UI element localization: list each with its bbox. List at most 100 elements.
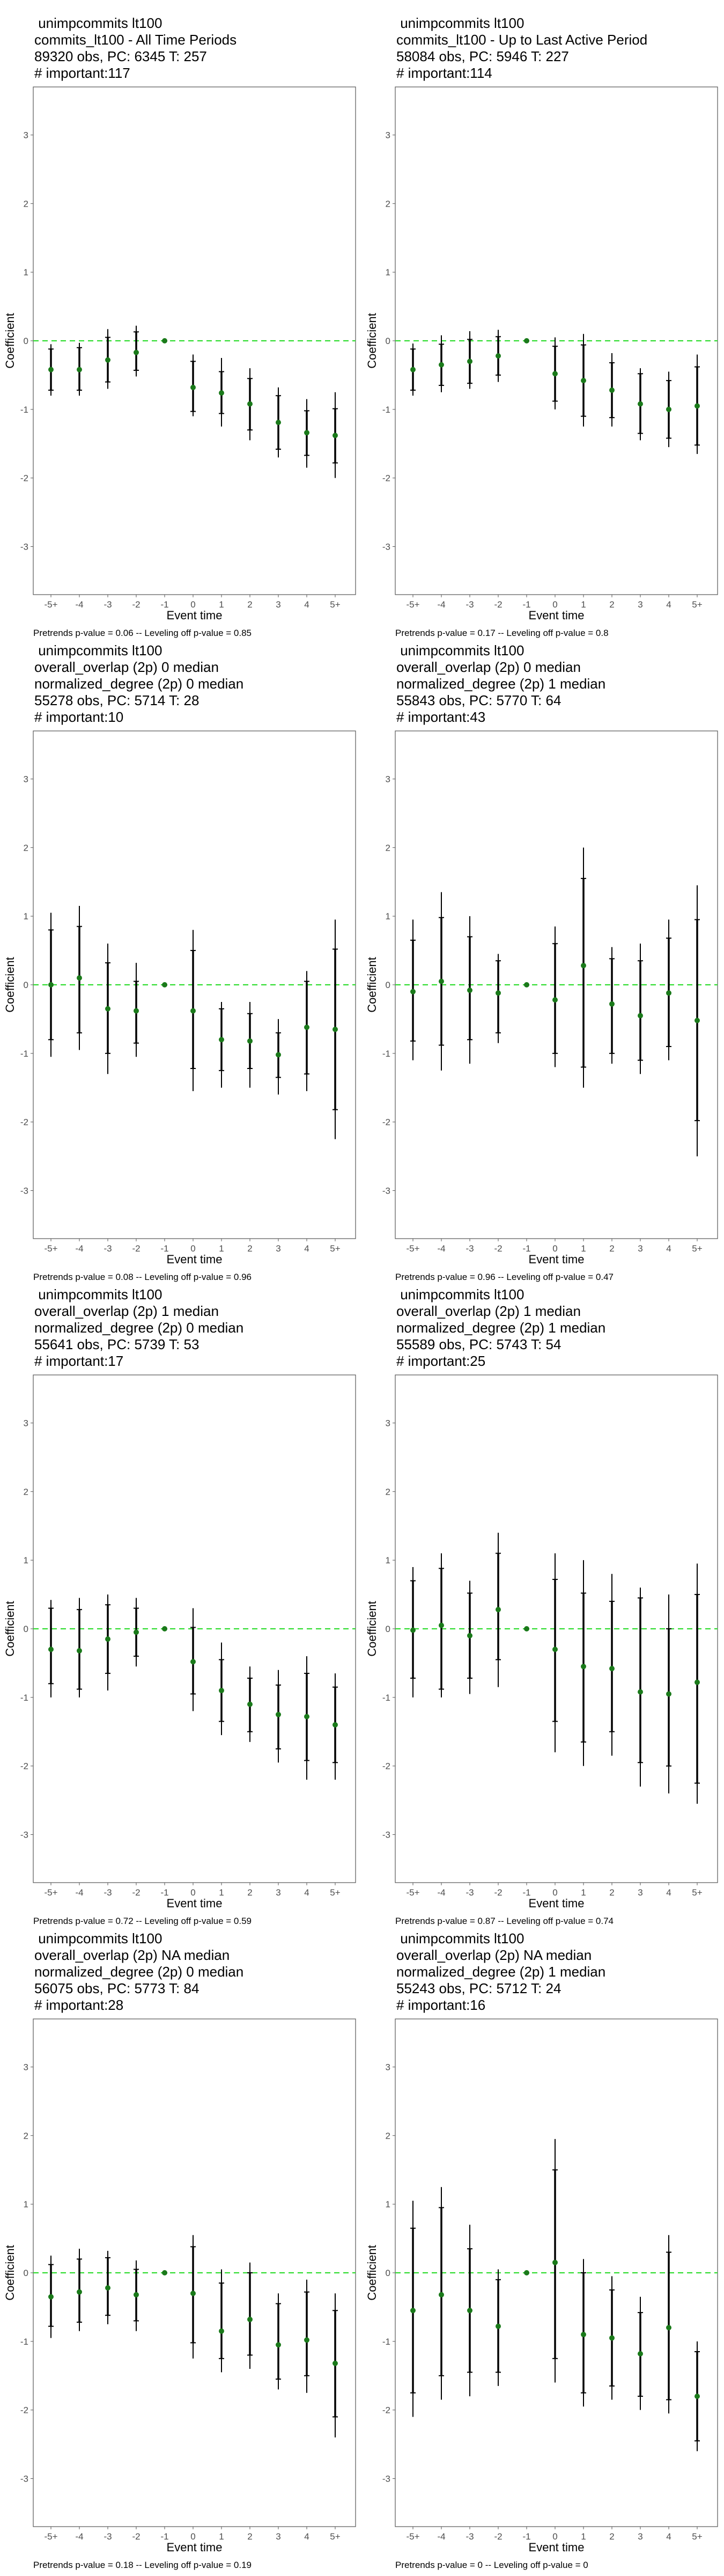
x-tick-label: 4 [304,2531,309,2542]
event-study-plot: -3 -2 -1 0 1 2 3 -5+ -4 -3 -2 -1 0 1 2 3 4 5+ Event time Co… [365,730,718,1266]
chart-title-line: unimpcommits lt100 [34,642,162,658]
x-tick-label: 5+ [692,2531,702,2542]
x-tick-label: 2 [247,1243,252,1254]
x-tick-label: -2 [494,1243,502,1254]
estimate-point [134,349,139,355]
x-tick-label: -3 [104,599,112,610]
y-tick-label: -3 [20,1830,28,1840]
estimate-point [695,1018,700,1023]
chart-title: unimpcommits lt100 overall_overlap (2p) 0… [34,642,356,726]
y-tick-label: -3 [382,1186,390,1196]
chart-title: unimpcommits lt100 overall_overlap (2p) N… [34,1930,356,2014]
x-tick-label: 5+ [330,1243,340,1254]
x-tick-label: -2 [494,2531,502,2542]
estimate-point [276,1711,281,1717]
chart-title-line: overall_overlap (2p) 0 median [396,659,581,675]
y-tick-label: 3 [386,130,390,140]
x-tick-label: 3 [276,1887,280,1898]
estimate-point [105,357,110,363]
estimate-point [609,1001,615,1007]
x-tick-label: 4 [304,1887,309,1898]
y-tick-label: -2 [382,1761,390,1772]
estimate-point [48,1646,54,1652]
estimate-point [638,1013,643,1019]
estimate-point [304,2337,309,2343]
estimate-point [581,2332,586,2338]
chart-panel: unimpcommits lt100 overall_overlap (2p) N… [362,1930,724,2576]
estimate-point [581,963,586,969]
x-tick-label: 5+ [692,1243,702,1254]
y-tick-label: -2 [382,2405,390,2416]
estimate-point [105,1006,110,1012]
x-axis-label: Event time [529,1253,585,1266]
x-tick-label: -1 [522,599,530,610]
estimate-point [219,2328,224,2334]
x-tick-label: -4 [437,599,445,610]
y-tick-label: -2 [20,1761,28,1772]
x-tick-label: -2 [132,2531,140,2542]
chart-panel: unimpcommits lt100 overall_overlap (2p) 0… [0,642,362,1288]
estimate-point [162,1626,167,1631]
estimate-point [638,2351,643,2357]
chart-panel: unimpcommits lt100 overall_overlap (2p) N… [0,1930,362,2576]
x-tick-label: -5+ [406,2531,419,2542]
x-tick-label: -2 [132,599,140,610]
chart-title-line: overall_overlap (2p) 1 median [396,1303,581,1319]
x-tick-label: -1 [160,1243,168,1254]
x-tick-label: 0 [190,1243,195,1254]
chart-title-line: unimpcommits lt100 [34,1286,162,1302]
x-tick-label: 4 [666,599,671,610]
p-value-footnote: Pretrends p-value = 0 -- Leveling off p-… [395,2560,588,2570]
x-axis-label: Event time [529,609,585,622]
chart-title-line: unimpcommits lt100 [396,15,524,31]
estimate-point [48,982,54,987]
x-tick-label: 5+ [330,1887,340,1898]
x-tick-label: 0 [552,2531,557,2542]
y-tick-label: -1 [20,1049,28,1059]
x-tick-label: -2 [132,1887,140,1898]
y-tick-label: 2 [386,1487,390,1497]
y-tick-label: -2 [20,1117,28,1128]
y-tick-label: 2 [386,2131,390,2141]
y-tick-label: 2 [24,1487,28,1497]
x-tick-label: -5+ [406,1887,419,1898]
x-tick-label: 0 [552,1243,557,1254]
x-tick-label: 3 [638,2531,642,2542]
estimate-point [581,378,586,384]
event-study-plot: -3 -2 -1 0 1 2 3 -5+ -4 -3 -2 -1 0 1 2 3 4 5+ Event time Co… [365,1374,718,1910]
x-tick-label: -2 [494,1887,502,1898]
y-tick-label: -3 [20,1186,28,1196]
y-axis-label: Coefficient [3,957,17,1013]
x-axis-label: Event time [167,1253,223,1266]
x-tick-label: -2 [132,1243,140,1254]
y-tick-label: 1 [386,911,390,921]
estimate-point [304,1714,309,1719]
x-tick-label: 3 [276,2531,280,2542]
x-tick-label: -1 [160,2531,168,2542]
x-tick-label: 1 [219,599,224,610]
estimate-point [496,353,501,359]
chart-title-line: unimpcommits lt100 [34,15,162,31]
chart-panel: unimpcommits lt100 commits_lt100 - All Ti… [0,0,362,644]
chart-panel: unimpcommits lt100 overall_overlap (2p) 0… [362,642,724,1288]
estimate-point [304,1024,309,1030]
chart-title-line: # important:10 [34,709,124,725]
estimate-point [276,420,281,426]
x-tick-label: 4 [304,599,309,610]
x-tick-label: 1 [219,1243,224,1254]
chart-title-line: # important:17 [34,1353,124,1369]
y-tick-label: 0 [386,980,390,990]
estimate-point [467,987,472,993]
x-tick-label: -3 [104,2531,112,2542]
event-study-plot: -3 -2 -1 0 1 2 3 -5+ -4 -3 -2 -1 0 1 2 3 4 5+ Event time Co… [365,86,718,622]
x-tick-label: 0 [190,599,195,610]
y-tick-label: 2 [24,199,28,209]
x-tick-label: -5+ [44,599,57,610]
estimate-point [219,1688,224,1694]
estimate-point [467,1633,472,1638]
chart-title: unimpcommits lt100 commits_lt100 - Up to … [396,15,718,82]
x-tick-label: 0 [552,1887,557,1898]
chart-title-line: normalized_degree (2p) 1 median [396,1964,606,1980]
x-tick-label: -4 [437,2531,445,2542]
chart-title-line: overall_overlap (2p) 0 median [34,659,219,675]
